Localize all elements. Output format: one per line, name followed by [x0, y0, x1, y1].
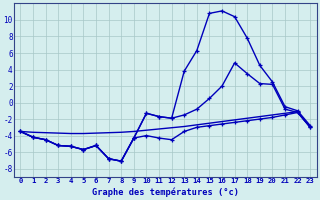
X-axis label: Graphe des températures (°c): Graphe des températures (°c)	[92, 187, 239, 197]
